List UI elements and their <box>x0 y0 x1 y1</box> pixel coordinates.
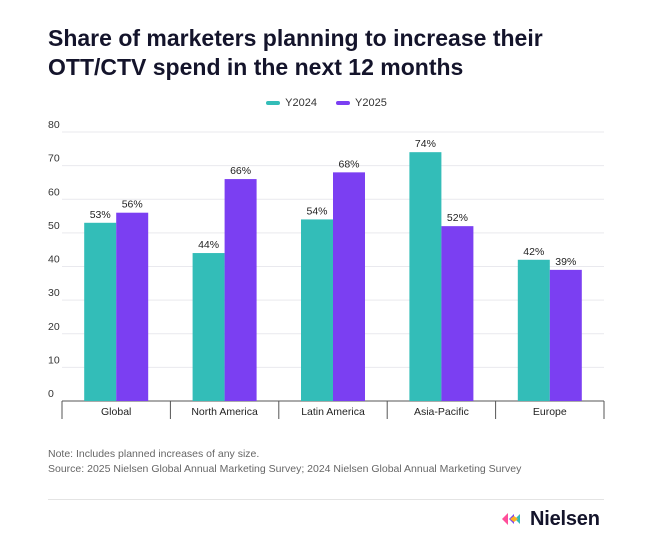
data-label-y2025-3: 52% <box>447 212 468 224</box>
data-label-y2024-4: 42% <box>523 246 544 258</box>
y-tick-label-70: 70 <box>48 153 60 165</box>
bar-y2024-1 <box>192 253 225 401</box>
bar-y2025-1 <box>224 179 257 401</box>
data-label-y2024-1: 44% <box>198 239 219 251</box>
bar-chart: 0 10 20 30 40 50 60 70 80 Global 53% 56% North Ameri… <box>48 120 605 419</box>
y-tick-label-60: 60 <box>48 186 60 198</box>
footnote: Note: Includes planned increases of any … <box>48 447 521 477</box>
chart-title: Share of marketers planning to increase … <box>48 25 543 80</box>
legend-item-y2024: Y2024 <box>266 97 317 109</box>
bar-y2025-3 <box>441 226 474 401</box>
data-label-y2025-2: 68% <box>338 158 359 170</box>
brand-name: Nielsen <box>530 507 600 530</box>
y-tick-label-0: 0 <box>48 388 54 400</box>
footer-divider <box>48 499 604 500</box>
legend-swatch-y2024 <box>266 101 281 106</box>
x-tick-label-0: Global <box>101 406 131 418</box>
x-tick-label-1: North America <box>191 406 258 418</box>
data-label-y2024-0: 53% <box>90 209 111 221</box>
bar-y2024-3 <box>409 152 442 401</box>
bar-y2024-2 <box>301 219 333 401</box>
x-tick-label-4: Europe <box>533 406 567 418</box>
bar-y2025-2 <box>333 172 365 401</box>
chart-legend: Y2024 Y2025 <box>0 97 653 109</box>
legend-item-y2025: Y2025 <box>336 97 387 109</box>
bar-y2025-4 <box>549 269 582 401</box>
y-tick-label-20: 20 <box>48 321 60 333</box>
nielsen-logo: Nielsen <box>500 508 600 530</box>
data-label-y2024-3: 74% <box>415 138 436 150</box>
bar-y2024-4 <box>517 259 550 401</box>
nielsen-logo-icon <box>502 513 520 525</box>
bar-y2024-0 <box>84 222 117 401</box>
data-label-y2025-4: 39% <box>555 256 576 268</box>
source-text: Source: 2025 Nielsen Global Annual Marke… <box>48 463 522 475</box>
data-label-y2025-0: 56% <box>122 199 143 211</box>
bar-y2025-0 <box>116 212 149 401</box>
y-tick-label-30: 30 <box>48 287 60 299</box>
legend-swatch-y2025 <box>336 101 351 106</box>
data-label-y2024-2: 54% <box>306 205 327 217</box>
y-tick-label-10: 10 <box>48 354 60 366</box>
y-tick-label-40: 40 <box>48 254 60 266</box>
data-label-y2025-1: 66% <box>230 165 251 177</box>
x-tick-label-2: Latin America <box>301 406 365 418</box>
x-tick-label-3: Asia-Pacific <box>414 406 469 418</box>
note-text: Note: Includes planned increases of any … <box>48 448 260 460</box>
y-tick-label-80: 80 <box>48 120 60 131</box>
legend-label-y2025: Y2025 <box>355 97 387 110</box>
legend-label-y2024: Y2024 <box>285 97 317 110</box>
y-tick-label-50: 50 <box>48 220 60 232</box>
